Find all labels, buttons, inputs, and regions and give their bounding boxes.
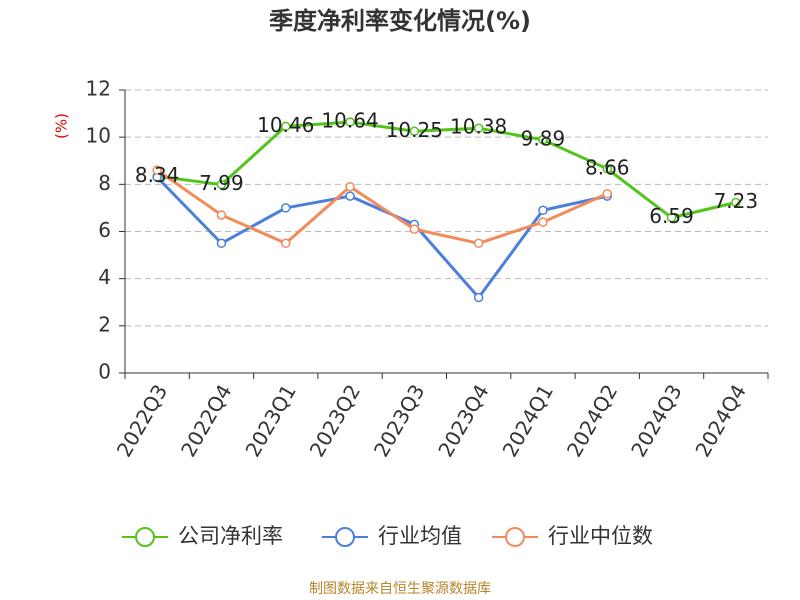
y-tick-label: 10	[86, 124, 111, 148]
x-tick-label: 2023Q3	[369, 380, 429, 461]
data-label: 10.38	[450, 115, 507, 139]
point	[538, 135, 548, 145]
point	[538, 205, 548, 216]
y-tick-label: 2	[98, 312, 111, 336]
point	[345, 181, 355, 192]
x-tick-label: 2024Q3	[626, 380, 686, 461]
point	[281, 121, 291, 132]
point	[473, 292, 484, 303]
y-tick-label: 4	[98, 265, 111, 289]
x-tick-label: 2024Q4	[690, 380, 750, 461]
point	[281, 203, 291, 213]
x-tick-label: 2024Q1	[498, 380, 558, 461]
series-line	[156, 168, 608, 246]
point	[473, 238, 484, 249]
x-tick-label: 2024Q2	[562, 380, 622, 461]
legend-marker	[135, 527, 155, 547]
point	[473, 123, 484, 133]
data-label: 8.34	[135, 163, 180, 187]
data-label: 10.64	[321, 109, 378, 133]
data-label: 7.23	[714, 189, 759, 213]
x-tick-label: 2023Q1	[240, 380, 300, 461]
point	[216, 210, 227, 220]
data-label: 9.89	[521, 126, 566, 150]
y-tick-label: 6	[98, 218, 111, 242]
source-note: 制图数据来自恒生聚源数据库	[309, 581, 491, 597]
point	[538, 217, 548, 227]
y-tick-label: 8	[98, 171, 111, 195]
series-line	[156, 176, 608, 300]
x-tick-label: 2023Q4	[433, 380, 493, 461]
data-label: 8.66	[585, 155, 630, 179]
legend-marker	[505, 527, 525, 547]
data-label: 6.59	[649, 204, 694, 228]
x-tick-label: 2022Q3	[112, 380, 172, 461]
legend-label: 公司净利率	[178, 524, 283, 548]
legend-label: 行业均值	[378, 524, 462, 548]
legend-label: 行业中位数	[548, 524, 653, 548]
chart-title: 季度净利率变化情况(%)	[269, 7, 531, 35]
point	[281, 238, 291, 249]
point	[345, 191, 355, 201]
data-label: 10.46	[257, 113, 314, 137]
point	[409, 224, 420, 234]
y-axis-label: (%)	[53, 113, 71, 139]
point	[731, 197, 741, 208]
y-tick-label: 0	[98, 360, 111, 384]
x-tick-label: 2023Q2	[305, 380, 365, 461]
point	[152, 165, 162, 175]
legend-marker	[335, 527, 355, 547]
point	[666, 212, 677, 223]
data-label: 7.99	[199, 171, 244, 195]
point	[602, 164, 612, 174]
x-tick-label: 2022Q4	[176, 380, 236, 461]
point	[216, 179, 227, 190]
data-label: 10.25	[386, 118, 443, 142]
point	[216, 238, 227, 249]
point	[602, 189, 612, 199]
point	[345, 117, 355, 127]
y-tick-label: 12	[86, 77, 111, 101]
point	[409, 126, 420, 137]
series-line	[156, 120, 737, 220]
